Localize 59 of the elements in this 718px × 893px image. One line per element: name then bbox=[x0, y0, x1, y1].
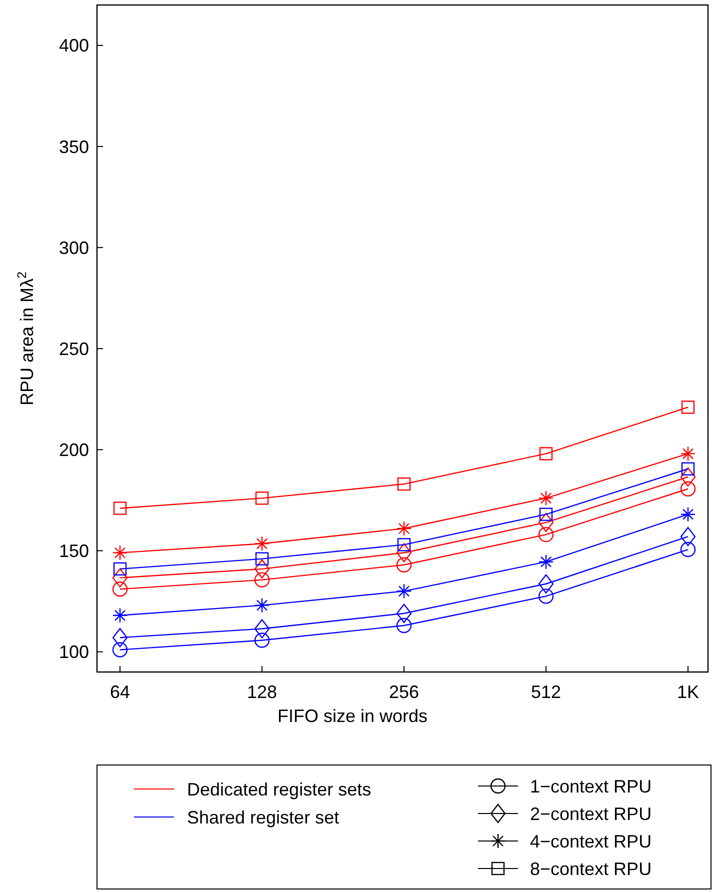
x-tick-label: 64 bbox=[110, 682, 130, 702]
text: 8−context RPU bbox=[530, 858, 652, 879]
point bbox=[254, 536, 270, 552]
point bbox=[113, 562, 127, 576]
point bbox=[113, 502, 127, 515]
point bbox=[680, 481, 696, 496]
y-tick-label: 350 bbox=[58, 136, 89, 157]
text: 4−context RPU bbox=[530, 831, 652, 852]
point bbox=[112, 608, 128, 624]
x-tick-label: 256 bbox=[388, 682, 420, 702]
y-tick-label: 400 bbox=[58, 36, 89, 56]
point bbox=[539, 447, 553, 460]
point bbox=[397, 477, 411, 491]
point bbox=[538, 526, 554, 542]
text: 2−context RPU bbox=[530, 804, 652, 824]
point bbox=[396, 520, 412, 536]
point bbox=[680, 526, 696, 546]
point bbox=[255, 492, 269, 505]
point bbox=[680, 446, 696, 462]
point bbox=[538, 574, 554, 594]
point bbox=[538, 554, 554, 570]
point bbox=[255, 552, 269, 566]
point bbox=[254, 619, 270, 638]
text: 1−context RPU bbox=[530, 776, 652, 796]
point bbox=[396, 618, 412, 634]
x-axis-title: FIFO size in words bbox=[277, 706, 428, 726]
point bbox=[539, 508, 553, 521]
text: Shared register set bbox=[187, 807, 340, 828]
text: Dedicated register sets bbox=[187, 779, 372, 800]
point bbox=[680, 467, 696, 487]
point bbox=[112, 628, 128, 648]
x-tick-label: 128 bbox=[246, 682, 278, 702]
y-tick-label: 100 bbox=[58, 642, 89, 662]
point bbox=[680, 506, 696, 522]
point bbox=[538, 512, 554, 532]
y-tick-label: 250 bbox=[58, 338, 89, 359]
point bbox=[680, 542, 696, 558]
point bbox=[396, 557, 412, 572]
point bbox=[538, 588, 554, 604]
point bbox=[538, 490, 554, 506]
point bbox=[397, 538, 411, 552]
point bbox=[681, 462, 695, 476]
x-tick-label: 1K bbox=[676, 682, 700, 702]
point bbox=[254, 632, 270, 648]
point bbox=[112, 582, 128, 597]
x-tick-label: 512 bbox=[530, 682, 562, 702]
point bbox=[112, 545, 128, 560]
y-tick-label: 300 bbox=[58, 238, 89, 258]
point bbox=[396, 604, 412, 623]
point bbox=[396, 543, 412, 562]
y-tick-label: 150 bbox=[58, 541, 89, 562]
point bbox=[396, 584, 412, 599]
point bbox=[254, 559, 270, 579]
point bbox=[254, 572, 270, 588]
y-tick-label: 200 bbox=[58, 440, 89, 460]
point bbox=[112, 642, 128, 658]
point bbox=[112, 568, 128, 588]
point bbox=[681, 400, 695, 414]
point bbox=[254, 598, 270, 613]
